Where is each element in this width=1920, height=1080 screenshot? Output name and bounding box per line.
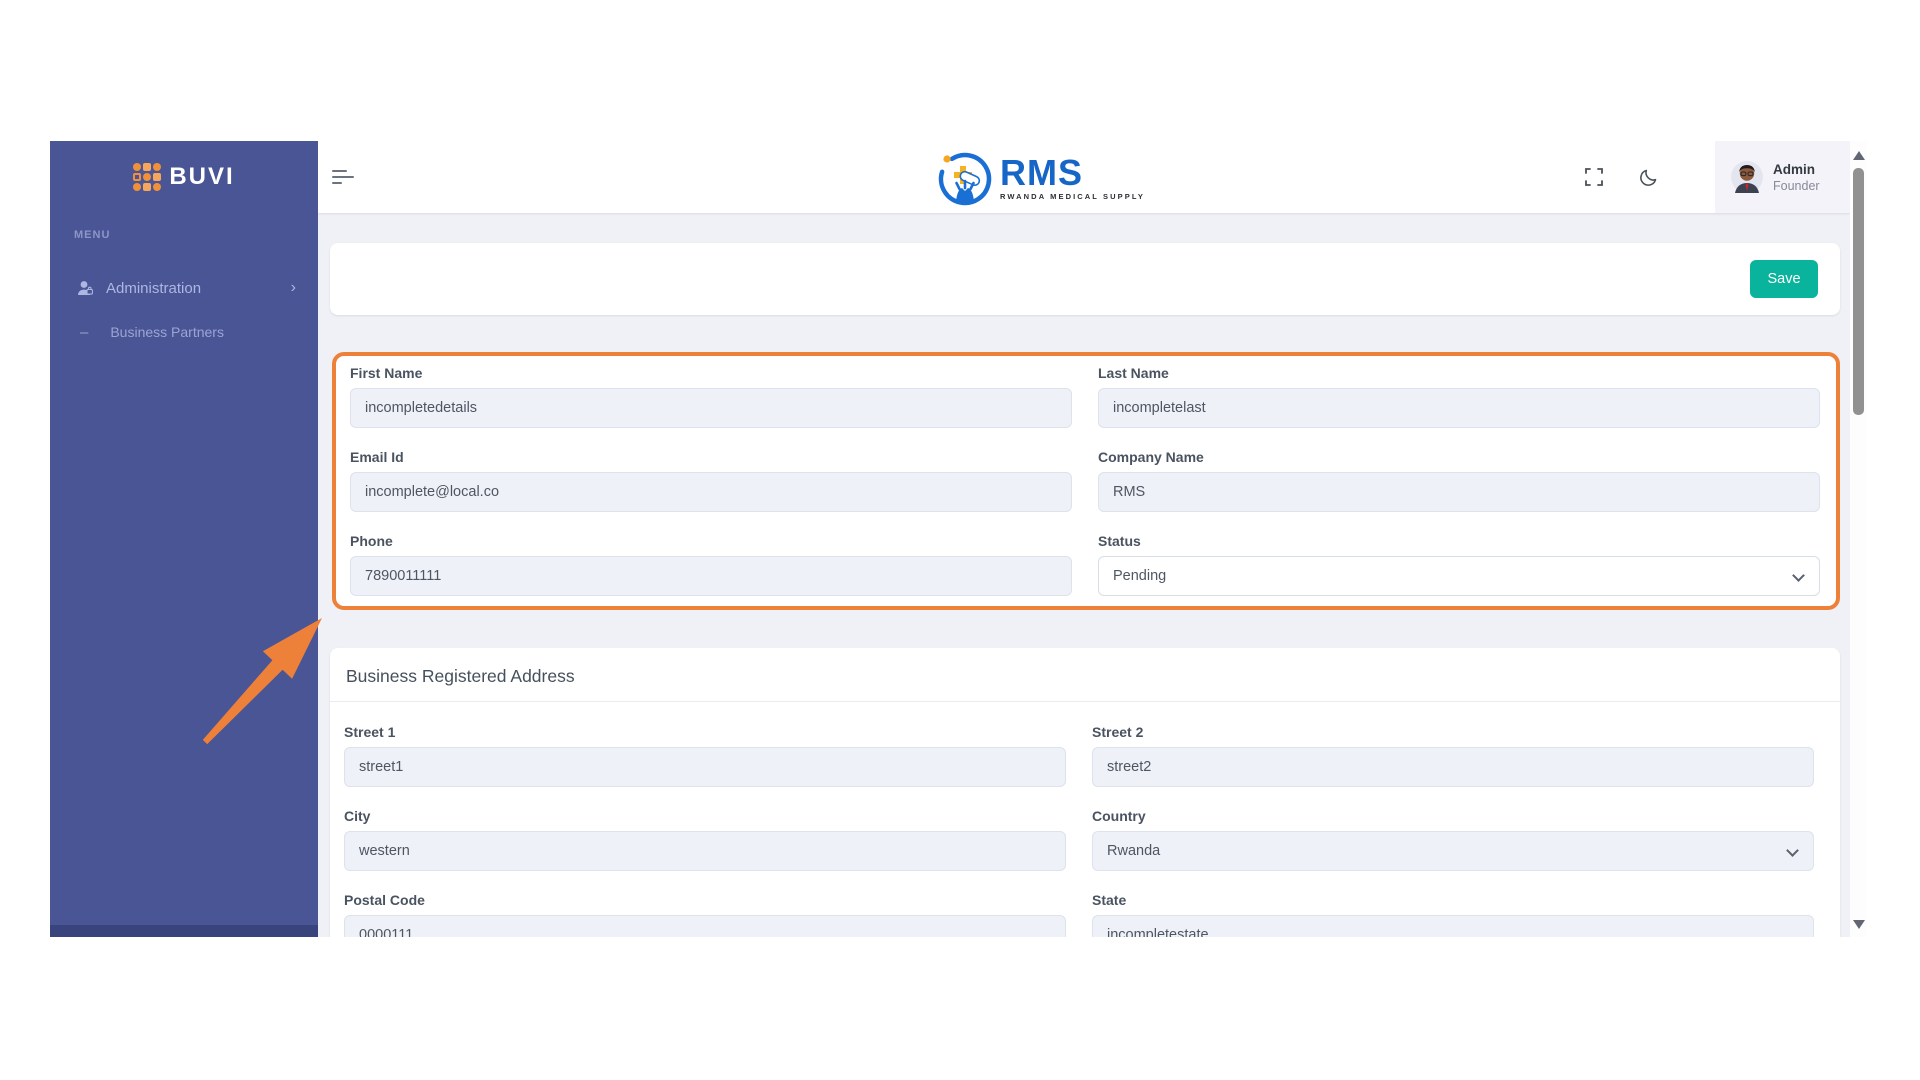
user-admin-icon [78,281,93,295]
postal-code-input[interactable] [344,915,1066,937]
buvi-logo-icon [133,163,162,191]
city-label: City [344,808,371,824]
user-name: Admin [1773,161,1815,177]
city-input[interactable] [344,831,1066,871]
dash-icon: – [80,323,89,341]
hamburger-menu-icon[interactable] [332,164,356,190]
street2-input[interactable] [1092,747,1814,787]
status-field: Status Pending [1098,533,1820,596]
company-name-label: Company Name [1098,449,1204,465]
company-name-input[interactable] [1098,472,1820,512]
status-select[interactable]: Pending [1098,556,1820,596]
street1-input[interactable] [344,747,1066,787]
dark-mode-moon-icon[interactable] [1636,165,1660,189]
postal-code-field: Postal Code [344,892,1066,937]
country-selected-value: Rwanda [1107,843,1161,859]
street2-label: Street 2 [1092,724,1144,740]
email-input[interactable] [350,472,1072,512]
sidebar: BUVI MENU Administration › – Business Pa… [50,141,318,937]
first-name-label: First Name [350,365,423,381]
scrollbar-thumb[interactable] [1853,168,1864,415]
user-menu[interactable]: Admin Founder [1715,141,1850,213]
status-selected-value: Pending [1113,568,1167,584]
country-select[interactable]: Rwanda [1092,831,1814,871]
state-label: State [1092,892,1127,908]
sidebar-footer [50,925,318,937]
rms-logo-icon [938,152,992,206]
address-card: Business Registered Address Street 1 Str… [330,648,1840,937]
email-label: Email Id [350,449,404,465]
phone-input[interactable] [350,556,1072,596]
partner-details-form: First Name Last Name Email Id Company Na… [332,352,1840,610]
first-name-field: First Name [350,365,1072,428]
last-name-field: Last Name [1098,365,1820,428]
postal-code-label: Postal Code [344,892,425,908]
sidebar-item-administration[interactable]: Administration › [50,271,318,305]
sidebar-item-business-partners[interactable]: – Business Partners [50,317,318,347]
app-window: BUVI MENU Administration › – Business Pa… [50,141,1867,937]
scroll-up-arrow-icon[interactable] [1853,151,1865,160]
rms-logo-text: RMS [1000,152,1083,193]
first-name-input[interactable] [350,388,1072,428]
chevron-down-icon [1786,844,1799,857]
toolbar-card: Save [330,243,1840,315]
sidebar-menu-label: MENU [74,229,111,241]
chevron-down-icon [1792,569,1805,582]
save-button[interactable]: Save [1750,260,1818,298]
buvi-logo-text: BUVI [169,163,235,190]
fullscreen-icon[interactable] [1582,165,1606,189]
chevron-right-icon: › [290,279,296,296]
country-label: Country [1092,808,1146,824]
country-field: Country Rwanda [1092,808,1814,871]
address-section-title: Business Registered Address [330,648,1840,702]
state-input[interactable] [1092,915,1814,937]
street1-label: Street 1 [344,724,396,740]
company-name-field: Company Name [1098,449,1820,512]
state-field: State [1092,892,1814,937]
rms-logo-subtitle: RWANDA MEDICAL SUPPLY [1000,192,1145,201]
avatar [1731,161,1763,193]
city-field: City [344,808,1066,871]
topbar: RMS RWANDA MEDICAL SUPPLY [318,141,1850,213]
vertical-scrollbar[interactable] [1850,141,1867,937]
rms-logo: RMS RWANDA MEDICAL SUPPLY [936,149,1145,207]
scroll-down-arrow-icon[interactable] [1853,920,1865,929]
sidebar-item-label: Business Partners [110,324,224,340]
user-role: Founder [1773,178,1820,193]
buvi-logo[interactable]: BUVI [50,163,318,191]
phone-field: Phone [350,533,1072,596]
last-name-label: Last Name [1098,365,1169,381]
status-label: Status [1098,533,1141,549]
phone-label: Phone [350,533,393,549]
last-name-input[interactable] [1098,388,1820,428]
sidebar-item-label: Administration [106,279,202,297]
email-field: Email Id [350,449,1072,512]
street2-field: Street 2 [1092,724,1814,787]
street1-field: Street 1 [344,724,1066,787]
